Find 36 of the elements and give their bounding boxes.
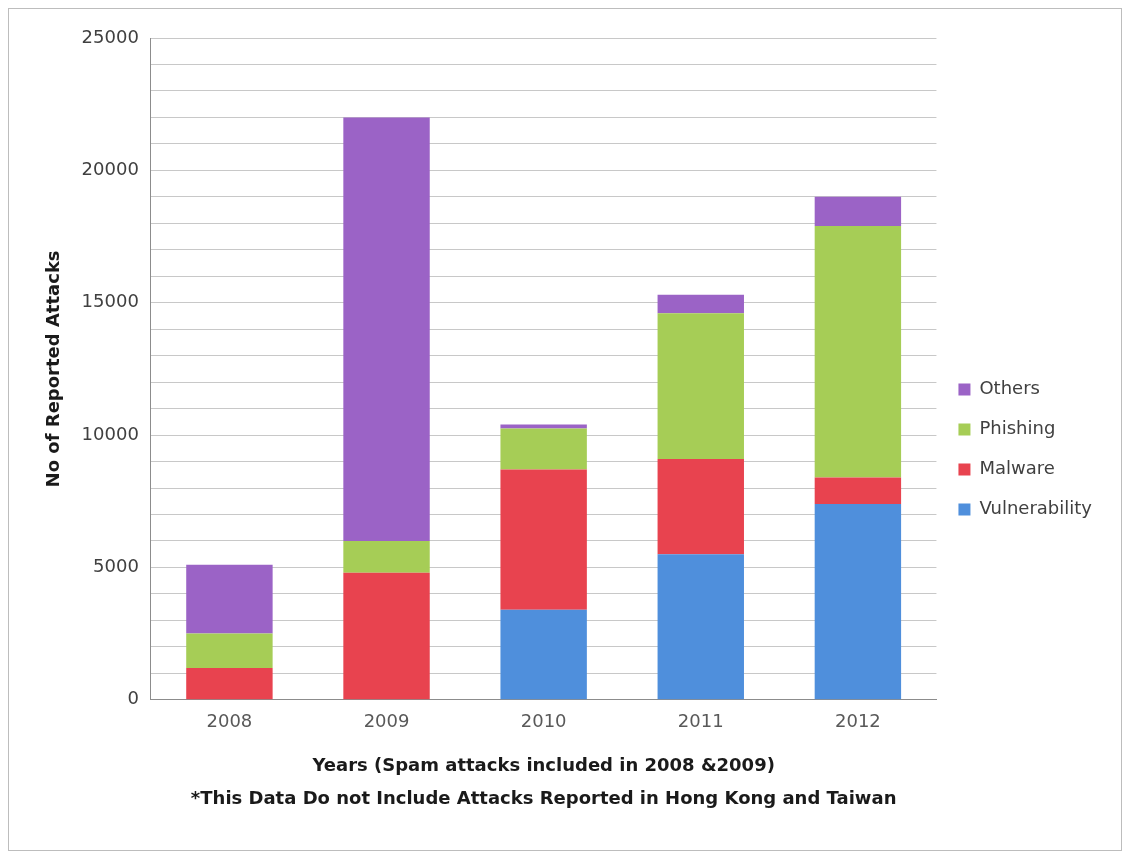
bar xyxy=(500,428,587,470)
bar xyxy=(814,225,902,478)
legend-label: Malware xyxy=(979,457,1055,479)
y-tick-label: 15000 xyxy=(81,290,139,312)
bar xyxy=(657,294,744,314)
y-tick-label: 5000 xyxy=(93,555,139,577)
bar xyxy=(500,609,587,700)
text: *This Data Do not Include Attacks Reported in Hong Kong and Taiwan xyxy=(190,787,897,809)
y-axis-title: No of Reported Attacks xyxy=(42,250,64,488)
bar xyxy=(186,564,273,634)
bar xyxy=(343,540,430,573)
bar xyxy=(500,424,587,429)
bar xyxy=(500,469,587,610)
bar xyxy=(657,313,744,459)
bar xyxy=(186,668,273,700)
y-tick-label: 10000 xyxy=(81,422,139,444)
bar xyxy=(814,196,902,226)
bar xyxy=(343,572,430,700)
y-tick-label: 0 xyxy=(127,687,139,709)
bar xyxy=(186,633,273,669)
legend-label: Others xyxy=(979,377,1040,399)
bar xyxy=(657,554,744,700)
bar xyxy=(343,117,430,541)
x-tick-label: 2010 xyxy=(520,710,567,732)
x-axis-title: Years (Spam attacks included in 2008 &2009) xyxy=(311,753,775,775)
bar xyxy=(814,477,902,504)
x-tick-label: 2011 xyxy=(677,710,724,732)
x-tick-label: 2008 xyxy=(206,710,253,732)
bar xyxy=(814,503,902,700)
legend-label: Vulnerability xyxy=(979,497,1093,519)
bar xyxy=(657,458,744,555)
legend-label: Phishing xyxy=(979,417,1056,439)
y-tick-label: 20000 xyxy=(81,158,139,180)
y-tick-label: 25000 xyxy=(81,25,139,47)
x-tick-label: 2009 xyxy=(363,710,410,732)
x-tick-label: 2012 xyxy=(834,710,881,732)
